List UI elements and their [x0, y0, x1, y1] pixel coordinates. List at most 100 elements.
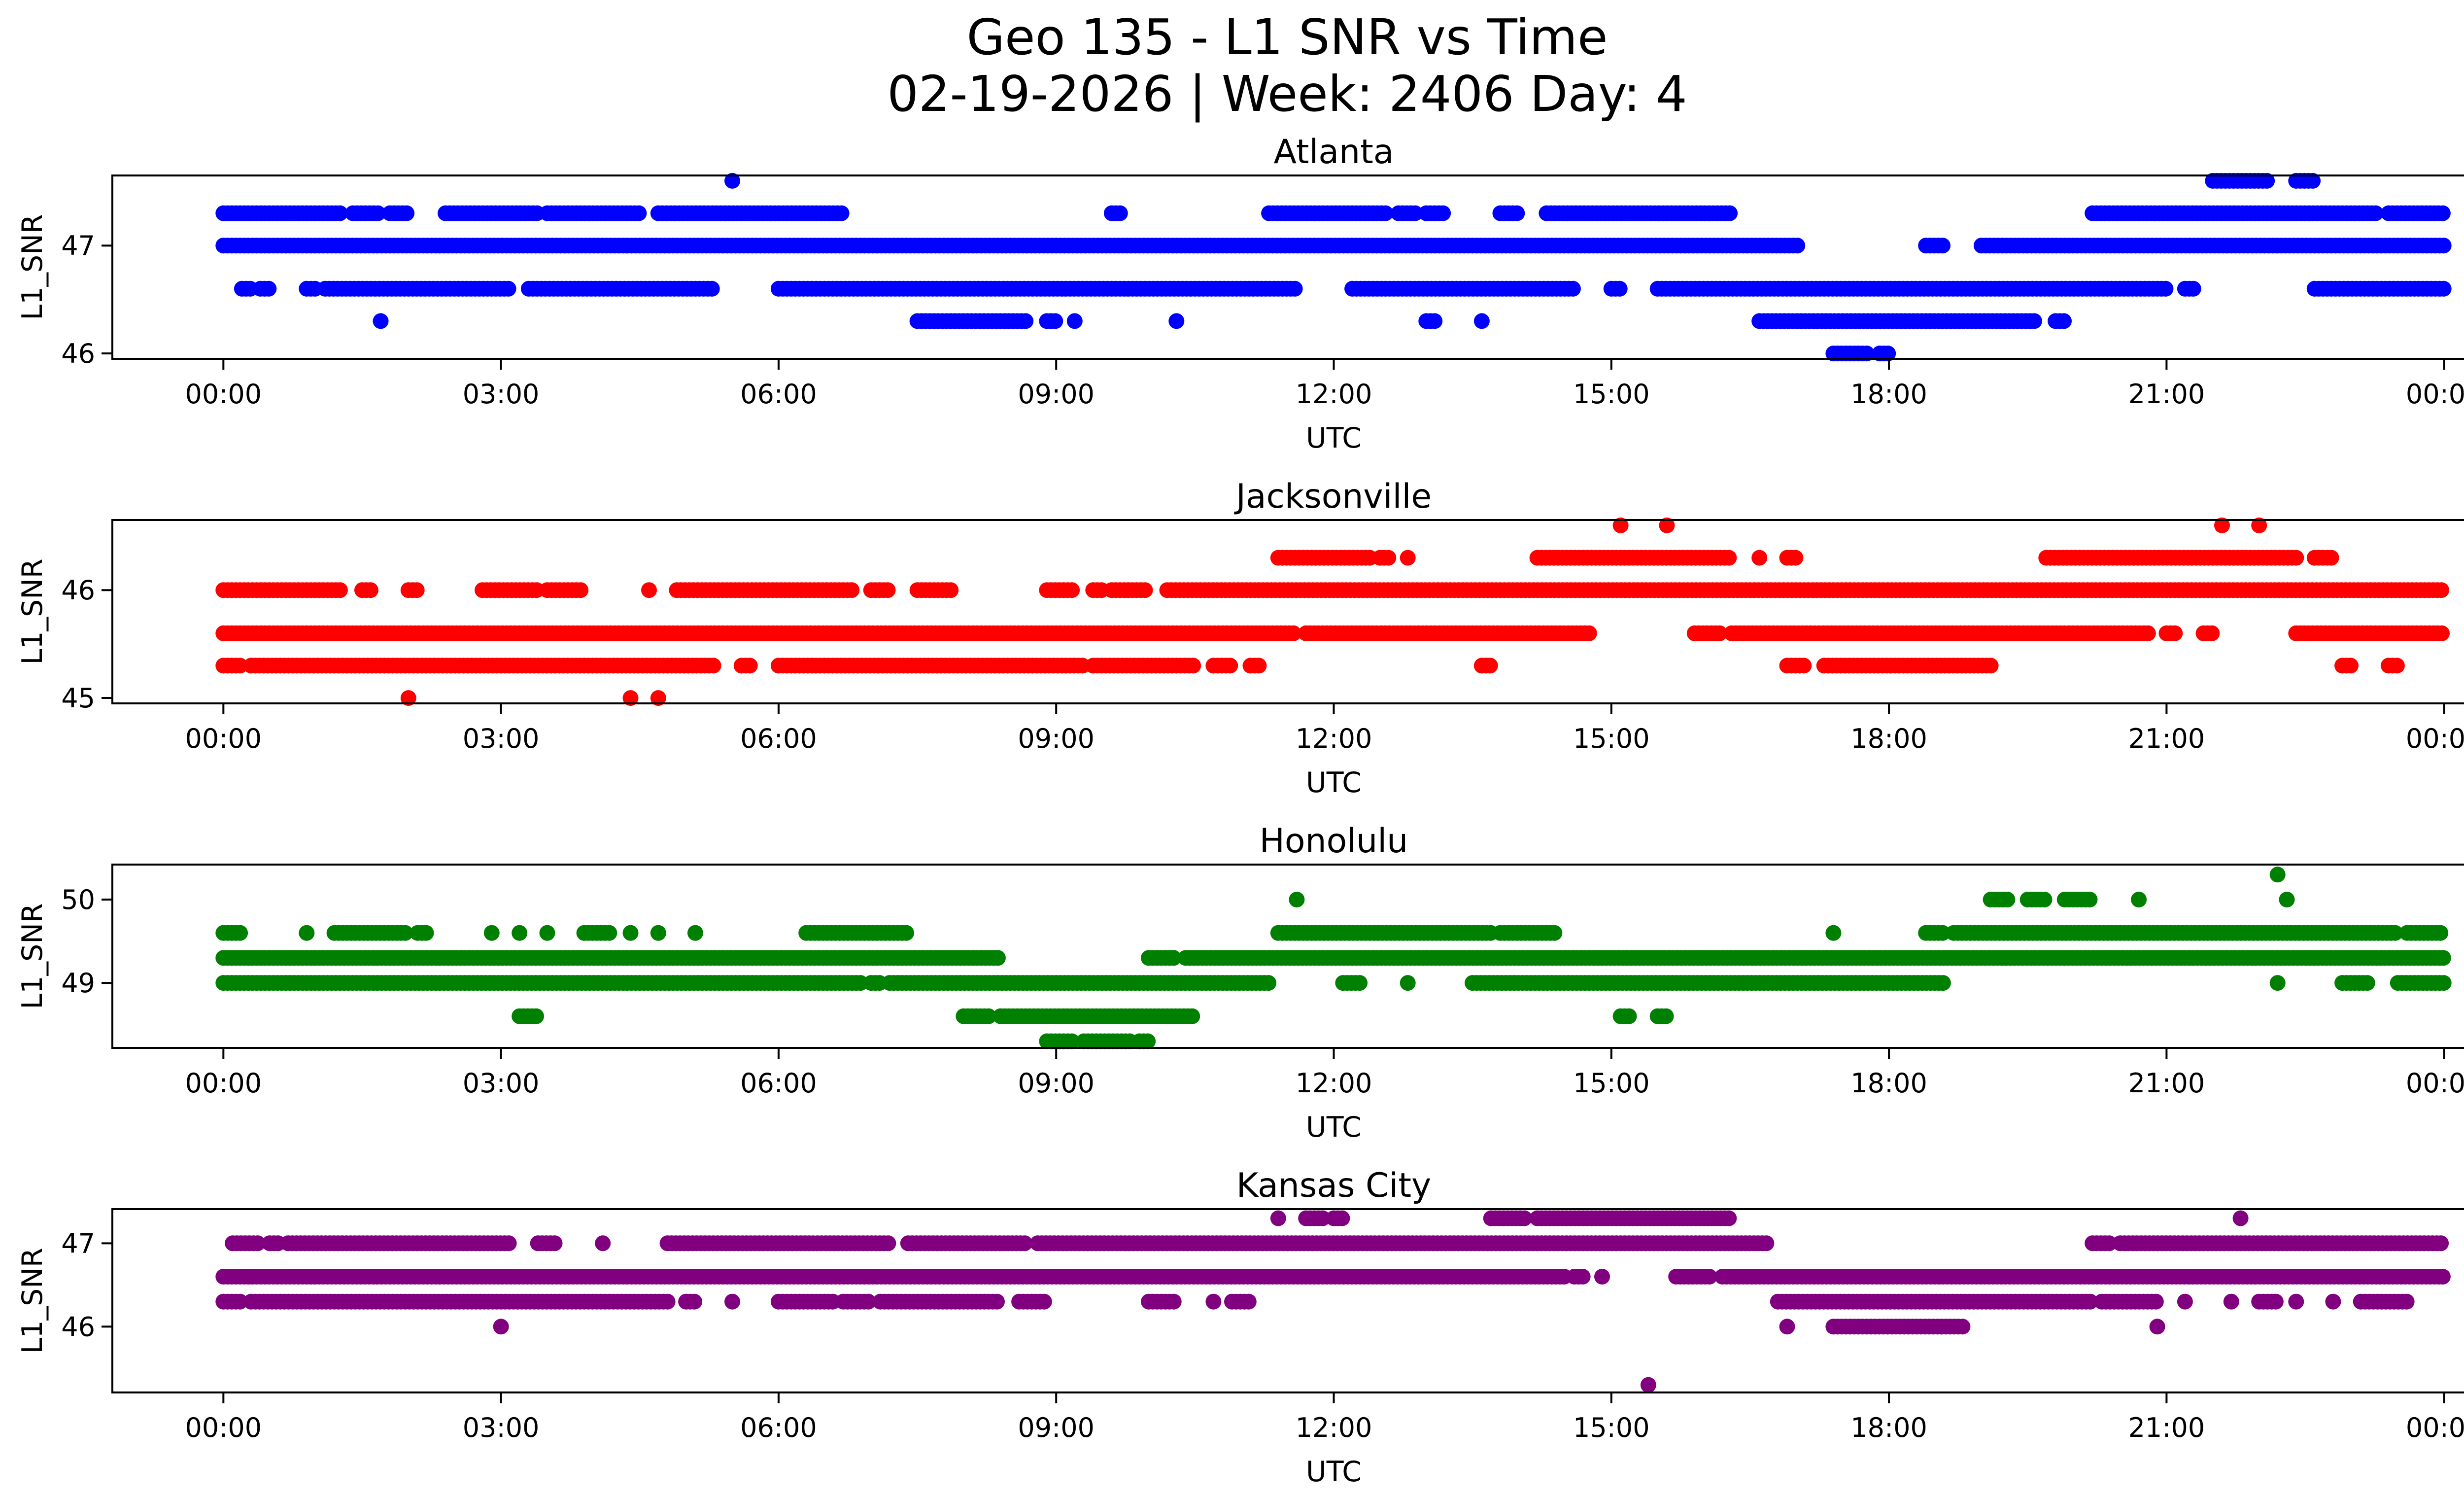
data-point	[397, 925, 413, 941]
x-tick-label: 00:00	[185, 723, 262, 754]
data-point	[2343, 658, 2359, 674]
data-point	[1400, 550, 1416, 566]
data-point	[1285, 625, 1301, 641]
data-point	[1184, 1008, 1200, 1024]
data-point	[1581, 625, 1597, 641]
x-tick-label: 09:00	[1018, 379, 1095, 410]
data-point	[1658, 1008, 1674, 1024]
y-axis-label: L1_SNR	[16, 904, 49, 1009]
data-point	[1261, 975, 1277, 991]
data-point	[1612, 517, 1629, 533]
data-point	[880, 1235, 896, 1252]
data-points	[215, 173, 2452, 362]
data-point	[1825, 925, 1842, 941]
series-snr-45-3	[215, 658, 2405, 674]
data-point	[2204, 625, 2220, 641]
panel-title: Kansas City	[1236, 1166, 1432, 1205]
y-tick-label: 46	[61, 338, 95, 369]
data-point	[1137, 582, 1153, 598]
x-tick-label: 06:00	[740, 1068, 817, 1099]
data-point	[1880, 346, 1896, 362]
x-tick-label: 09:00	[1018, 1068, 1095, 1099]
series-snr-48-3	[1039, 1033, 1156, 1049]
data-point	[2435, 975, 2452, 991]
data-point	[2279, 892, 2295, 907]
data-point	[844, 582, 860, 598]
x-tick-label: 18:00	[1850, 379, 1927, 410]
data-point	[418, 925, 434, 941]
data-point	[1509, 205, 1525, 221]
data-point	[990, 950, 1006, 966]
data-point	[547, 1235, 563, 1252]
x-tick-label: 15:00	[1573, 723, 1650, 754]
series-snr-46	[215, 582, 2449, 598]
data-point	[1165, 950, 1182, 966]
data-point	[2185, 280, 2201, 297]
data-point	[1796, 658, 1812, 674]
series-snr-48-6	[512, 1008, 1674, 1024]
data-point	[528, 1008, 544, 1024]
data-point	[373, 313, 389, 329]
data-point	[631, 205, 647, 221]
data-point	[2323, 550, 2339, 566]
panel-title: Honolulu	[1260, 822, 1408, 861]
data-point	[1473, 313, 1490, 329]
data-point	[2167, 625, 2183, 641]
data-point	[1066, 313, 1083, 329]
data-point	[880, 582, 896, 598]
y-tick-label: 50	[61, 884, 95, 915]
x-tick-label: 21:00	[2128, 379, 2205, 410]
series-snr-46-6	[215, 1269, 2451, 1285]
data-point	[1758, 1235, 1775, 1252]
data-point	[249, 1235, 266, 1252]
data-point	[981, 1008, 997, 1024]
y-tick-label: 47	[61, 230, 95, 261]
data-point	[1859, 346, 1875, 362]
data-point	[1594, 1269, 1610, 1285]
data-point	[2434, 205, 2451, 221]
data-point	[622, 925, 639, 941]
data-point	[1722, 205, 1738, 221]
data-point	[1017, 1235, 1033, 1252]
data-point	[650, 925, 666, 941]
data-point	[2036, 892, 2053, 907]
data-point	[400, 690, 416, 706]
data-point	[512, 925, 528, 941]
series-snr-50	[1289, 892, 2295, 907]
data-point	[1983, 658, 1999, 674]
panel-title: Atlanta	[1274, 133, 1394, 172]
data-point	[2269, 975, 2286, 991]
x-tick-label: 03:00	[463, 1068, 540, 1099]
data-point	[332, 582, 348, 598]
figure-subtitle: 02-19-2026 | Week: 2406 Day: 4	[887, 65, 1687, 123]
x-axis-label: UTC	[1306, 1111, 1362, 1144]
data-point	[943, 582, 959, 598]
x-tick-label: 12:00	[1296, 379, 1372, 410]
data-point	[539, 925, 555, 941]
y-axis-label: L1_SNR	[16, 214, 49, 320]
data-points	[215, 517, 2450, 706]
data-point	[2435, 238, 2452, 254]
x-tick-label: 12:00	[1296, 1068, 1372, 1099]
data-point	[742, 658, 758, 674]
data-point	[2259, 173, 2275, 189]
data-point	[595, 1235, 611, 1252]
data-point	[1935, 925, 1951, 941]
data-point	[641, 582, 657, 598]
data-point	[409, 582, 425, 598]
data-point	[2389, 658, 2405, 674]
data-point	[299, 925, 315, 941]
y-axis-label: L1_SNR	[16, 559, 49, 665]
data-point	[370, 205, 386, 221]
x-tick-label: 15:00	[1573, 1068, 1650, 1099]
data-point	[1185, 658, 1201, 674]
data-point	[2082, 892, 2098, 907]
data-point	[1140, 1033, 1156, 1049]
series-snr-47-6	[724, 173, 2321, 189]
data-point	[1546, 925, 1563, 941]
series-snr-47	[225, 1235, 2449, 1252]
data-point	[1711, 625, 1728, 641]
